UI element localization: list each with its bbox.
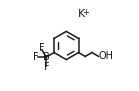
Text: F: F <box>33 52 39 62</box>
Text: F: F <box>44 62 49 72</box>
Text: OH: OH <box>99 51 114 61</box>
Text: B: B <box>43 52 50 62</box>
Text: K: K <box>78 9 85 19</box>
Text: F: F <box>39 43 45 53</box>
Text: +: + <box>82 8 89 17</box>
